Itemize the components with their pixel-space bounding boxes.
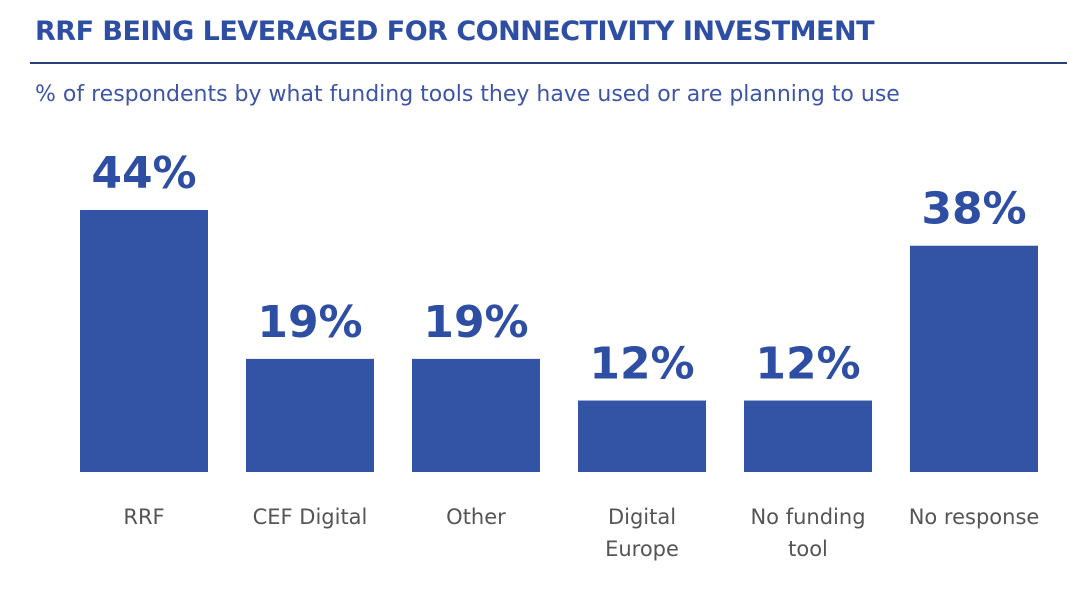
value-label: 44% bbox=[91, 148, 196, 199]
title-divider bbox=[30, 62, 1067, 64]
bar-no-funding-tool bbox=[744, 400, 872, 472]
value-label: 12% bbox=[755, 339, 860, 390]
category-label: Other bbox=[446, 505, 506, 529]
bar-rrf bbox=[80, 210, 208, 472]
bar-no-response bbox=[910, 245, 1038, 472]
category-label: No response bbox=[909, 505, 1040, 529]
bar-other bbox=[412, 358, 540, 472]
category-label: CEF Digital bbox=[253, 505, 368, 529]
value-label: 19% bbox=[257, 297, 362, 348]
chart-subtitle: % of respondents by what funding tools t… bbox=[35, 82, 900, 107]
chart-title: RRF BEING LEVERAGED FOR CONNECTIVITY INV… bbox=[35, 16, 875, 47]
category-label: No funding tool bbox=[750, 505, 865, 561]
value-label: 12% bbox=[589, 339, 694, 390]
bar-digital-europe bbox=[578, 400, 706, 472]
category-label: RRF bbox=[123, 505, 164, 529]
value-label: 38% bbox=[921, 184, 1026, 235]
category-label: Digital Europe bbox=[605, 505, 679, 561]
bar-cef-digital bbox=[246, 358, 374, 472]
value-label: 19% bbox=[423, 297, 528, 348]
